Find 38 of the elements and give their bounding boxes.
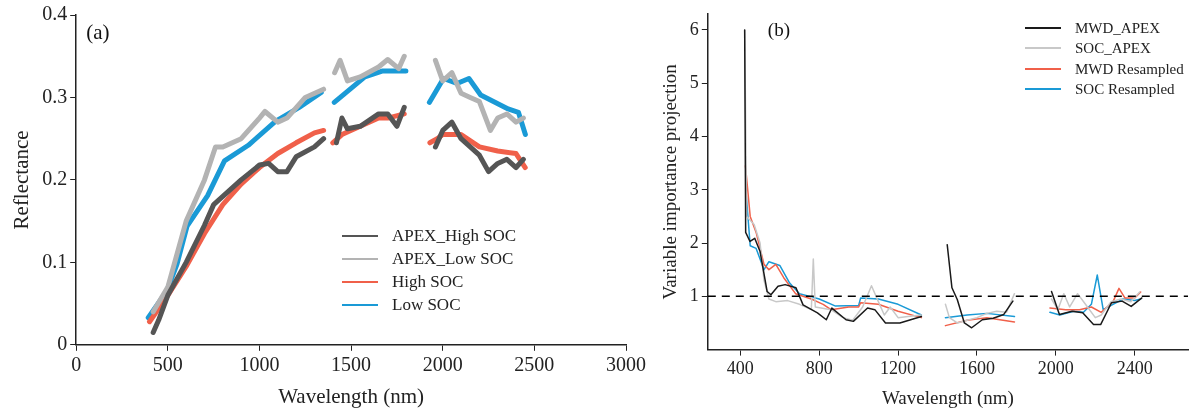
x-tick-label: 2000 (1037, 358, 1074, 379)
x-tick-label: 1000 (239, 353, 280, 376)
y-tick-label: 1 (689, 285, 699, 306)
x-tick-label: 2400 (1116, 358, 1153, 379)
x-tick-label: 1600 (958, 358, 995, 379)
x-tick-label: 400 (726, 358, 754, 379)
y-tick-label: 5 (689, 71, 699, 92)
x-tick-label: 0 (71, 353, 82, 376)
annotation: (a) (86, 20, 110, 45)
x-tick-label: 2500 (514, 353, 555, 376)
y-tick-label: 2 (689, 231, 699, 252)
legend-label: SOC_APEX (1075, 39, 1151, 59)
legend-label: SOC Resampled (1075, 79, 1175, 99)
x-tick-label: 800 (805, 358, 833, 379)
y-tick-label: 0.2 (42, 167, 68, 190)
y-tick-label: 6 (689, 18, 699, 39)
x-tick-label: 2000 (422, 353, 463, 376)
x-tick-label: 500 (152, 353, 183, 376)
y-tick-label: 4 (689, 125, 699, 146)
x-tick-label: 3000 (606, 353, 646, 376)
legend-label: APEX_High SOC (392, 224, 517, 247)
y-axis-title: Variable importance projection (659, 63, 681, 300)
x-axis-title: Wavelength (nm) (278, 383, 425, 408)
y-tick-label: 0.4 (42, 2, 68, 25)
legend-label: MWD Resampled (1075, 59, 1184, 79)
y-tick-label: 3 (689, 178, 699, 199)
legend-label: Low SOC (392, 293, 461, 316)
x-axis-title: Wavelength (nm) (881, 386, 1014, 409)
legend-label: High SOC (392, 270, 464, 293)
y-tick-label: 0.1 (42, 249, 68, 272)
y-axis-title: Reflectance (9, 130, 34, 230)
x-tick-label: 1500 (331, 353, 372, 376)
annotation: (b) (767, 19, 790, 42)
y-tick-label: 0 (57, 332, 68, 355)
x-tick-label: 1200 (880, 358, 917, 379)
legend-label: APEX_Low SOC (392, 247, 514, 270)
y-tick-label: 0.3 (42, 84, 68, 107)
legend-label: MWD_APEX (1075, 19, 1160, 38)
